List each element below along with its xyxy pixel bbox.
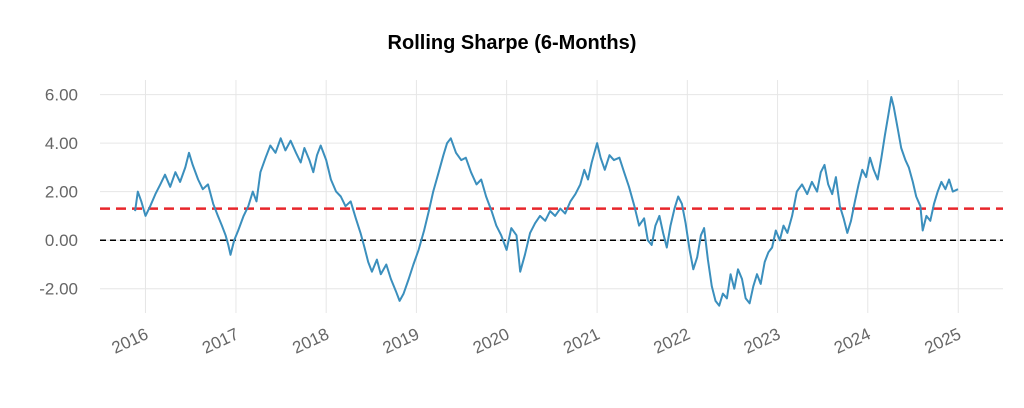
- y-tick-label: 4.00: [45, 134, 78, 153]
- x-tick-label: 2019: [380, 324, 422, 357]
- rolling-sharpe-series-line: [134, 96, 959, 307]
- x-tick-label: 2020: [470, 324, 512, 357]
- y-tick-label: 2.00: [45, 183, 78, 202]
- x-tick-label: 2024: [831, 324, 873, 357]
- x-tick-label: 2017: [199, 324, 241, 357]
- grid-layer: [100, 80, 1003, 313]
- chart-title: Rolling Sharpe (6-Months): [387, 32, 637, 54]
- x-tick-label: 2018: [290, 324, 332, 357]
- x-tick-label: 2021: [560, 324, 602, 357]
- x-tick-label: 2025: [922, 324, 964, 357]
- axis-labels-layer: 6.00 4.00 2.00 0.00 -2.00 2016 2017 2018 2019 202…: [39, 86, 964, 358]
- x-tick-label: 2022: [651, 324, 693, 357]
- series-layer: [134, 96, 959, 307]
- x-tick-label: 2023: [741, 324, 783, 357]
- y-tick-label: -2.00: [39, 280, 78, 299]
- y-tick-label: 6.00: [45, 86, 78, 105]
- x-tick-label: 2016: [109, 324, 151, 357]
- y-tick-label: 0.00: [45, 231, 78, 250]
